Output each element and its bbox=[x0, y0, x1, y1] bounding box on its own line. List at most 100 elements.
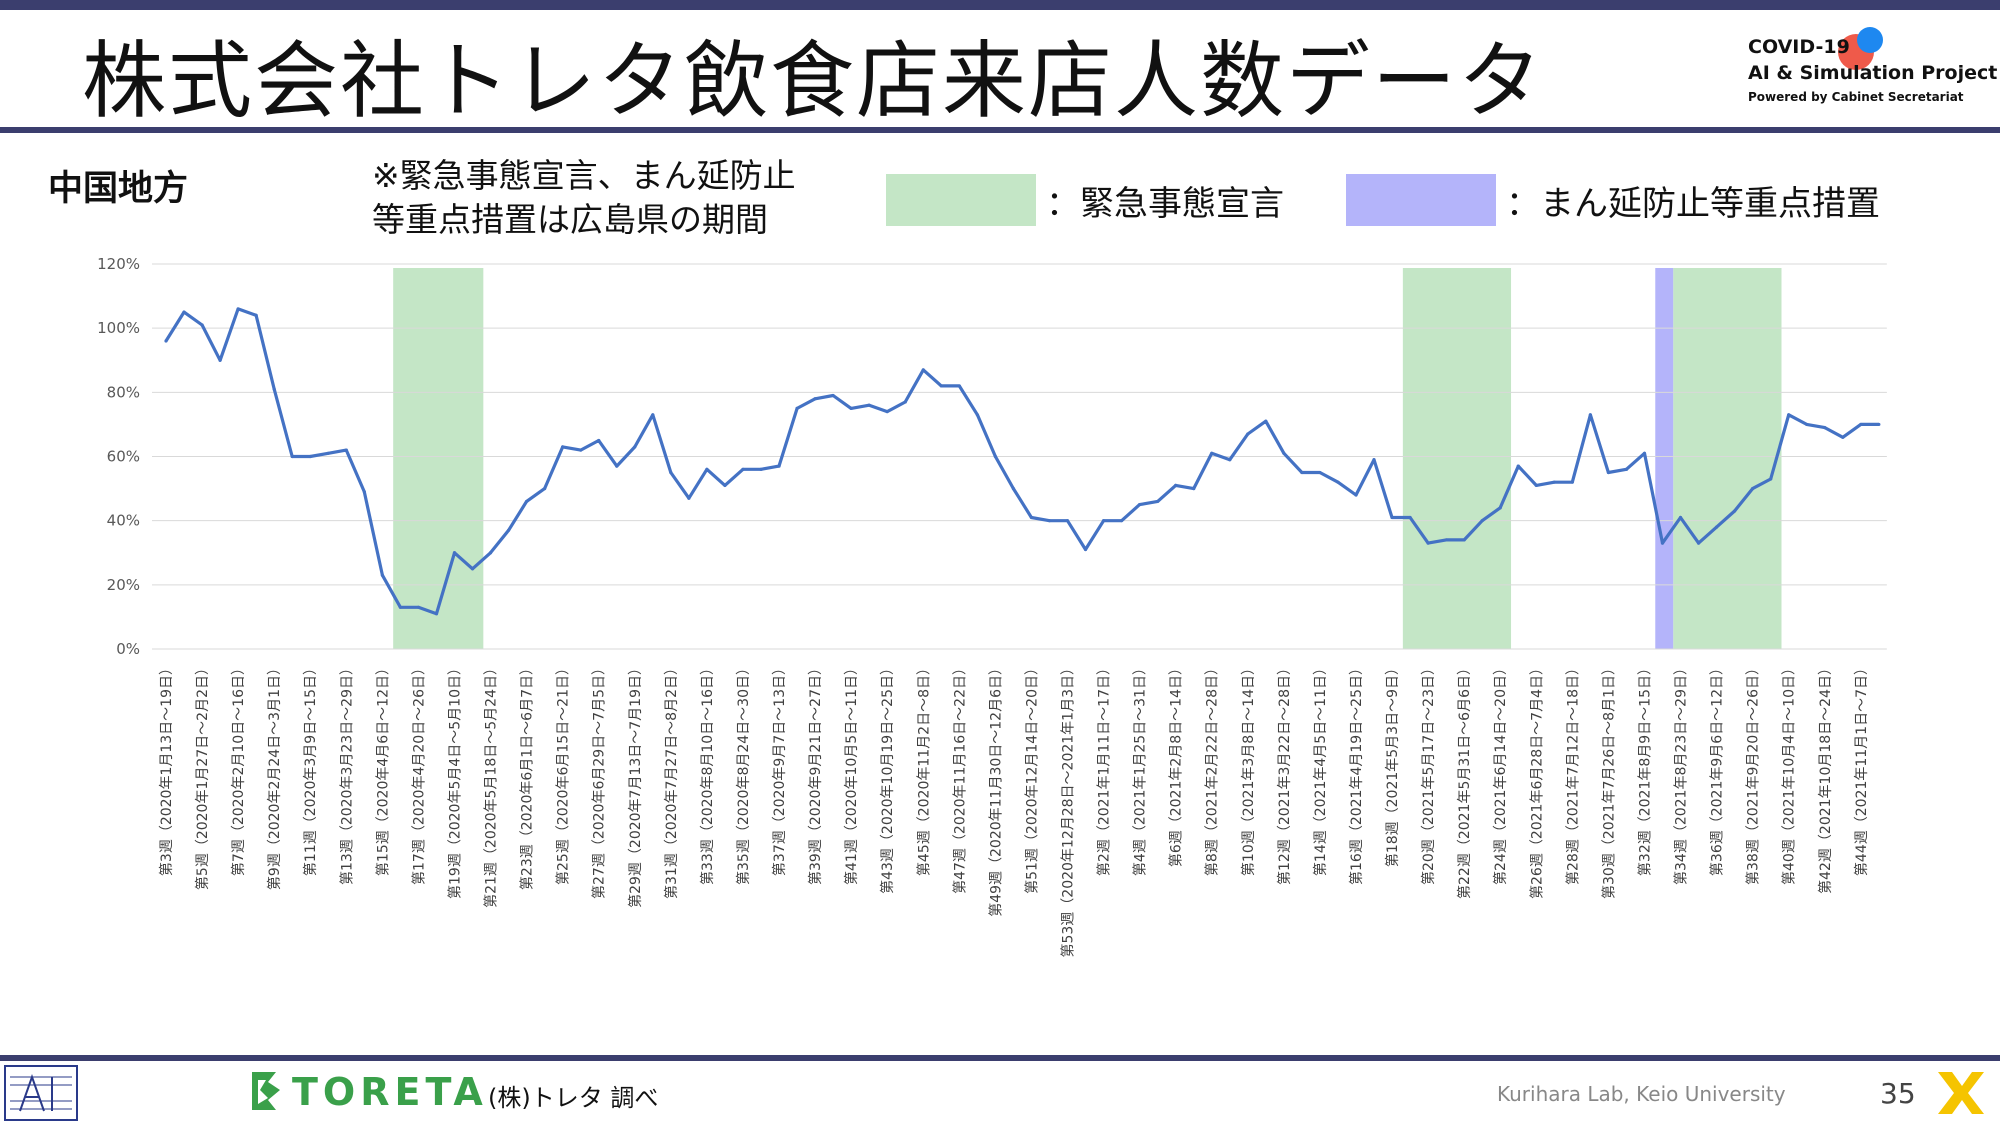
data-point bbox=[416, 605, 421, 609]
data-point bbox=[1660, 541, 1665, 545]
data-point bbox=[759, 467, 763, 471]
data-point bbox=[525, 499, 529, 504]
data-point bbox=[795, 406, 799, 410]
data-point bbox=[1083, 547, 1088, 552]
data-point bbox=[254, 313, 258, 317]
shaded-period-0 bbox=[393, 268, 484, 649]
x-tick-label: 第38週（2021年9月20日〜26日） bbox=[1745, 661, 1762, 885]
x-tick-label: 第10週（2021年3月8日〜14日） bbox=[1240, 661, 1257, 876]
data-point bbox=[939, 384, 943, 388]
x-tick-label: 第44週（2021年11月1日〜7日） bbox=[1853, 661, 1870, 876]
x-tick-label: 第24週（2021年6月14日〜20日） bbox=[1492, 661, 1509, 885]
legend-swatch-emergency bbox=[886, 174, 1036, 226]
x-tick-label: 第39週（2020年9月21日〜27日） bbox=[807, 661, 824, 885]
x-tick-label: 第11週（2020年3月9日〜15日） bbox=[302, 661, 319, 876]
page-number: 35 bbox=[1880, 1077, 1916, 1110]
data-point bbox=[1606, 470, 1610, 475]
data-point bbox=[1011, 486, 1016, 491]
data-point bbox=[1696, 541, 1701, 545]
data-point bbox=[1534, 483, 1538, 487]
x-tick-label: 第30週（2021年7月26日〜8月1日） bbox=[1600, 661, 1617, 899]
data-point bbox=[1426, 541, 1430, 545]
data-point bbox=[1769, 477, 1773, 481]
data-point bbox=[452, 551, 457, 555]
data-source: (株)トレタ 調べ bbox=[488, 1084, 659, 1112]
data-point bbox=[651, 413, 655, 417]
line-chart: 0% 20% 40% 60% 80% 100% 120% 第3週（2020年1月13日〜19日… bbox=[97, 255, 1887, 958]
data-point bbox=[1877, 422, 1881, 427]
x-tick-label: 第29週（2020年7月13日〜7月19日） bbox=[627, 661, 644, 908]
data-point bbox=[1138, 503, 1142, 507]
data-point bbox=[1336, 480, 1340, 484]
top-accent-bar bbox=[0, 0, 2000, 10]
data-point bbox=[1354, 493, 1358, 497]
data-point bbox=[1029, 515, 1034, 520]
x-tick-label: 第15週（2020年4月6日〜12日） bbox=[374, 661, 391, 876]
data-point bbox=[470, 567, 475, 571]
data-point bbox=[236, 307, 240, 311]
data-point bbox=[1210, 451, 1214, 455]
data-point bbox=[615, 464, 619, 468]
data-point bbox=[1624, 467, 1629, 471]
x-tick-label: 第36週（2021年9月6日〜12日） bbox=[1709, 661, 1726, 876]
x-tick-label: 第26週（2021年6月28日〜7月4日） bbox=[1528, 661, 1545, 899]
data-point bbox=[1192, 486, 1196, 491]
legend-label-priority-measures: ：まん延防止等重点措置 bbox=[1506, 184, 1880, 224]
x-tick-label: 第21週（2020年5月18日〜5月24日） bbox=[483, 661, 500, 908]
x-tick-label: 第27週（2020年6月29日〜7月5日） bbox=[591, 661, 608, 899]
x-mark-logo-icon bbox=[1938, 1072, 1984, 1114]
x-tick-label: 第13週（2020年3月23日〜29日） bbox=[338, 661, 355, 885]
title-divider bbox=[0, 127, 2000, 133]
y-tick-label: 100% bbox=[97, 319, 140, 337]
covid-logo-line2: AI & Simulation Project bbox=[1748, 62, 1998, 84]
x-tick-label: 第5週（2020年1月27日〜2月2日） bbox=[194, 661, 211, 890]
credit: Kurihara Lab, Keio University bbox=[1497, 1082, 1786, 1106]
data-point bbox=[1480, 519, 1484, 523]
page-title: 株式会社トレタ飲食店来店人数データ bbox=[82, 32, 1545, 130]
data-point bbox=[1552, 480, 1556, 484]
period-note-line2: 等重点措置は広島県の期間 bbox=[372, 200, 768, 239]
data-point bbox=[687, 496, 691, 500]
y-tick-label: 120% bbox=[97, 255, 140, 273]
data-point bbox=[723, 483, 727, 487]
data-point bbox=[1372, 458, 1376, 462]
data-point bbox=[182, 310, 186, 314]
data-point bbox=[903, 400, 907, 404]
shaded-period-2 bbox=[1655, 268, 1674, 649]
data-point bbox=[1408, 515, 1412, 520]
x-tick-label: 第32週（2021年8月9日〜15日） bbox=[1636, 661, 1653, 876]
x-tick-label: 第18週（2021年5月3日〜9日） bbox=[1384, 661, 1401, 867]
data-point bbox=[164, 339, 168, 343]
data-point bbox=[777, 464, 781, 468]
data-point bbox=[362, 490, 366, 494]
data-point bbox=[344, 448, 348, 452]
x-tick-label: 第4週（2021年1月25日〜31日） bbox=[1132, 661, 1149, 876]
data-point bbox=[1228, 458, 1232, 462]
x-tick-label: 第2週（2021年1月11日〜17日） bbox=[1096, 661, 1113, 876]
data-point bbox=[1065, 519, 1070, 523]
x-tick-label: 第23週（2020年6月1日〜6月7日） bbox=[519, 661, 536, 890]
x-tick-label: 第8週（2021年2月22日〜28日） bbox=[1204, 661, 1221, 876]
x-tick-label: 第9週（2020年2月24日〜3月1日） bbox=[266, 661, 283, 890]
x-tick-label: 第3週（2020年1月13日〜19日） bbox=[158, 661, 175, 876]
y-tick-label: 40% bbox=[107, 512, 140, 530]
x-tick-label: 第53週（2020年12月28日〜2021年1月3日） bbox=[1060, 661, 1077, 958]
data-point bbox=[975, 413, 979, 417]
data-point bbox=[506, 528, 511, 532]
data-point bbox=[867, 403, 871, 407]
toreta-logo-icon bbox=[252, 1072, 280, 1110]
data-point bbox=[1119, 519, 1124, 523]
y-tick-label: 60% bbox=[107, 448, 140, 466]
x-tick-label: 第17週（2020年4月20日〜26日） bbox=[410, 661, 427, 885]
y-tick-label: 0% bbox=[116, 640, 140, 658]
ai-lab-logo bbox=[4, 1065, 78, 1121]
legend-swatch-priority-measures bbox=[1346, 174, 1496, 226]
data-point bbox=[1588, 413, 1592, 417]
region-label: 中国地方 bbox=[48, 169, 189, 209]
data-point bbox=[272, 387, 276, 391]
data-point bbox=[1282, 451, 1286, 455]
data-point bbox=[200, 323, 204, 327]
x-tick-label: 第33週（2020年8月10日〜16日） bbox=[699, 661, 716, 885]
series-line bbox=[164, 307, 1879, 616]
x-tick-label: 第35週（2020年8月24日〜30日） bbox=[735, 661, 752, 885]
